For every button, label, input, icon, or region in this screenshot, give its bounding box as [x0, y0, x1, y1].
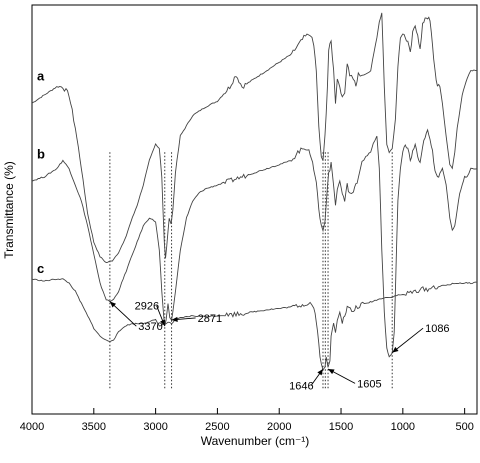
- reference-lines: [109, 152, 393, 390]
- annotation-arrowhead: [160, 319, 165, 327]
- y-axis-title: Transmittance (%): [2, 161, 16, 259]
- annotation-arrow-line: [109, 301, 137, 327]
- peak-label: 3370: [138, 321, 162, 333]
- x-tick-label: 500: [455, 421, 473, 433]
- x-axis: 4000 3500 3000 2500 2000 1500 1000 500: [20, 408, 474, 433]
- peak-annotations: 3370 2926 2871 1086 1646 1605: [109, 301, 450, 392]
- x-tick-label: 2000: [267, 421, 291, 433]
- x-tick-label: 3000: [143, 421, 167, 433]
- curve-labels: a b c: [37, 69, 45, 276]
- x-tick-label: 1000: [391, 421, 415, 433]
- x-tick-label: 2500: [205, 421, 229, 433]
- x-tick-label: 1500: [329, 421, 353, 433]
- spectrum-line-b: [31, 128, 478, 358]
- peak-label: 1646: [289, 380, 313, 392]
- peak-label: 2926: [135, 301, 159, 313]
- annotation-arrowhead: [171, 316, 178, 323]
- peak-label: 1605: [357, 378, 381, 390]
- curve-label-a: a: [37, 69, 45, 84]
- annotation-arrowhead: [392, 346, 399, 353]
- x-tick-label: 3500: [82, 421, 106, 433]
- peak-label: 2871: [198, 313, 222, 325]
- annotation-arrowhead: [109, 301, 117, 308]
- spectrum-line-a: [31, 12, 478, 263]
- x-tick-label: 4000: [20, 421, 44, 433]
- spectrum-line-c: [31, 278, 478, 371]
- annotation-arrowhead: [317, 369, 323, 376]
- curve-label-c: c: [37, 261, 44, 276]
- annotation-arrow-line: [391, 327, 424, 354]
- spectra-curves: [31, 12, 478, 371]
- peak-label: 1086: [425, 323, 449, 335]
- annotation-arrowhead: [328, 369, 335, 375]
- x-axis-title: Wavenumber (cm⁻¹): [201, 434, 310, 448]
- plot-frame: [31, 4, 478, 415]
- curve-label-b: b: [37, 146, 45, 161]
